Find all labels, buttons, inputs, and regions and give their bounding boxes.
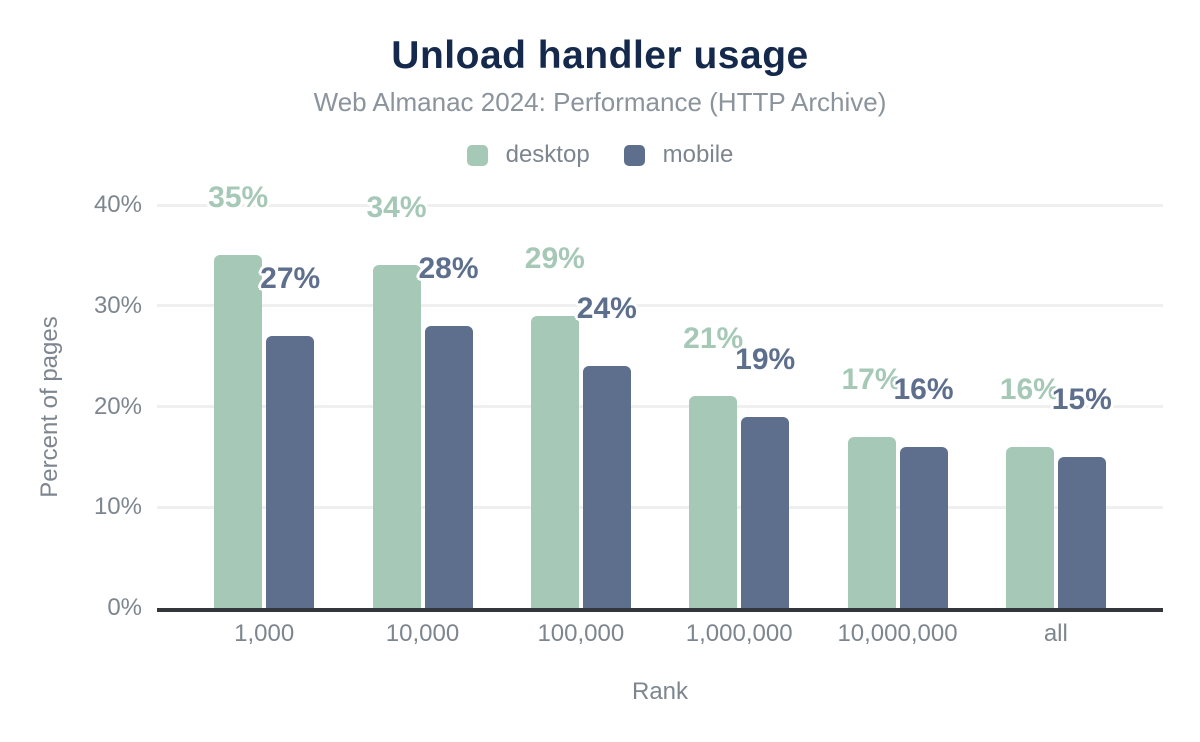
bar-mobile-10000	[424, 325, 473, 608]
legend: desktop mobile	[0, 141, 1200, 169]
value-label-desktop-1000: 35%	[208, 181, 269, 215]
legend-label: desktop	[505, 141, 590, 168]
bar-mobile-100000	[582, 366, 631, 608]
legend-item-desktop[interactable]: desktop	[466, 141, 590, 169]
x-tick-label: 10,000,000	[837, 620, 958, 647]
gridline-40%	[157, 203, 1163, 207]
chart-title: Unload handler usage	[391, 34, 809, 77]
value-label-desktop-all: 16%	[999, 372, 1060, 406]
x-axis-title: Rank	[631, 678, 689, 705]
gridline-10%	[157, 505, 1163, 509]
value-label-mobile-all: 15%	[1051, 382, 1112, 416]
x-tick-label: all	[1043, 620, 1068, 647]
bar-desktop-10000	[372, 265, 421, 608]
bar-mobile-10000000	[899, 446, 948, 608]
bar-desktop-1000	[214, 255, 263, 608]
x-tick-label: 1,000	[234, 620, 295, 647]
value-label-mobile-10000000: 16%	[893, 372, 954, 406]
legend-label: mobile	[662, 141, 734, 168]
legend-item-mobile[interactable]: mobile	[623, 141, 734, 169]
bar-desktop-all	[1005, 446, 1054, 608]
bar-mobile-all	[1057, 456, 1106, 608]
y-tick-label: 30%	[93, 291, 142, 319]
value-label-mobile-1000: 27%	[260, 261, 321, 295]
x-tick-label: 1,000,000	[685, 620, 793, 647]
legend-swatch-icon	[623, 144, 645, 166]
y-tick-label: 40%	[93, 191, 142, 218]
gridline-20%	[157, 405, 1163, 408]
chart-subtitle: Web Almanac 2024: Performance (HTTP Arch…	[313, 87, 887, 117]
value-label-desktop-10000: 34%	[366, 191, 427, 225]
value-label-mobile-10000: 28%	[418, 251, 479, 285]
bar-desktop-1000000	[689, 396, 738, 608]
legend-swatch-icon	[466, 144, 488, 166]
value-label-desktop-100000: 29%	[524, 241, 585, 275]
bar-mobile-1000000	[741, 416, 790, 608]
gridline-30%	[157, 304, 1163, 308]
y-tick-label: 10%	[93, 493, 142, 521]
x-tick-label: 10,000	[385, 620, 460, 647]
bar-desktop-100000	[530, 315, 579, 608]
value-label-desktop-10000000: 17%	[841, 362, 902, 396]
bar-desktop-10000000	[847, 436, 896, 608]
plot-area: Percent of pages Rank 0% 10% 20% 30% 40% 1,00…	[36, 183, 1163, 705]
x-tick-label: 100,000	[537, 620, 625, 647]
value-label-mobile-100000: 24%	[576, 292, 637, 326]
value-label-desktop-1000000: 21%	[683, 322, 744, 356]
y-tick-label: 20%	[93, 392, 142, 420]
y-tick-label: 0%	[107, 594, 142, 621]
x-axis-line	[157, 608, 1163, 612]
value-label-mobile-1000000: 19%	[735, 342, 796, 376]
bar-mobile-1000	[266, 335, 315, 608]
